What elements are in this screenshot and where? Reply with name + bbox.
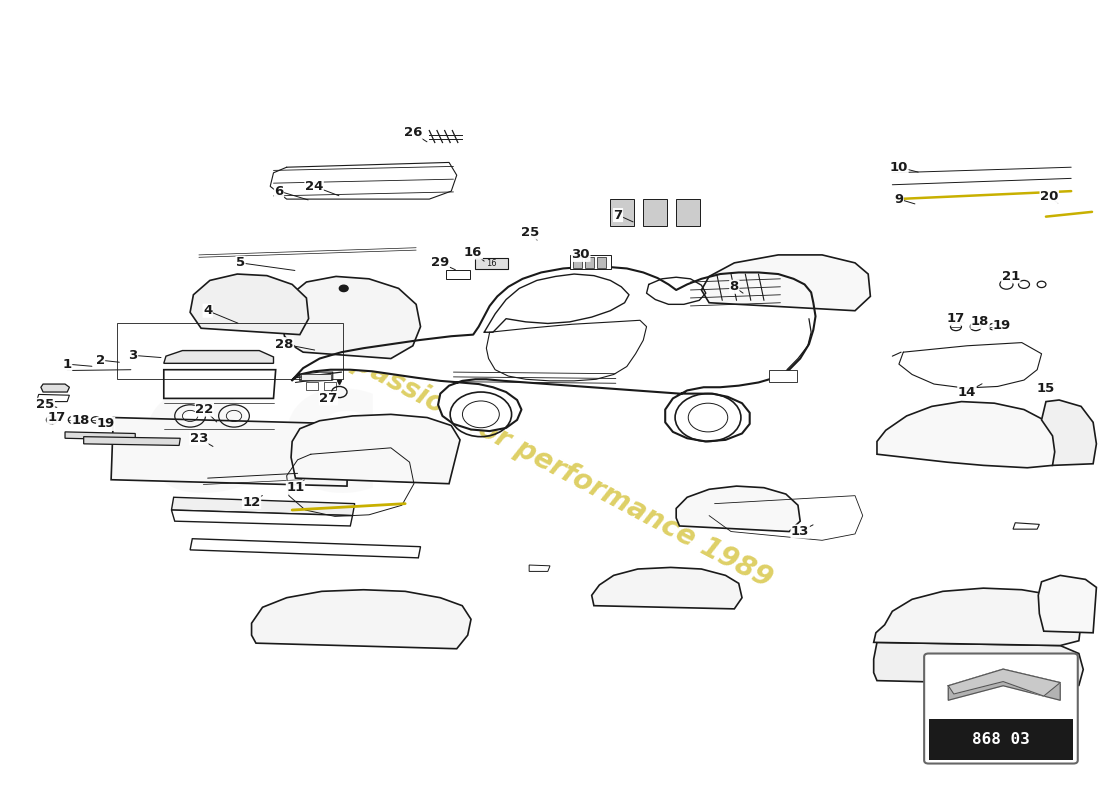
Bar — [597, 257, 606, 268]
Polygon shape — [873, 588, 1081, 646]
Text: 17: 17 — [47, 411, 65, 424]
Text: 868 03: 868 03 — [972, 732, 1030, 747]
Polygon shape — [252, 590, 471, 649]
Bar — [301, 374, 331, 380]
Polygon shape — [164, 350, 274, 363]
Polygon shape — [111, 418, 348, 486]
Text: 23: 23 — [189, 432, 208, 445]
Bar — [644, 199, 668, 226]
Bar — [610, 199, 635, 226]
Polygon shape — [948, 669, 1060, 696]
Polygon shape — [873, 642, 1084, 686]
Text: 26: 26 — [404, 126, 422, 139]
Text: 22: 22 — [195, 403, 213, 416]
Text: 17: 17 — [947, 312, 965, 325]
Text: 18: 18 — [971, 315, 989, 328]
Text: e: e — [138, 352, 260, 528]
Polygon shape — [292, 414, 460, 484]
Text: 27: 27 — [319, 392, 338, 405]
Bar — [769, 370, 796, 382]
Text: 16: 16 — [486, 259, 497, 268]
Text: 11: 11 — [286, 481, 305, 494]
Polygon shape — [529, 565, 550, 571]
Polygon shape — [36, 394, 69, 402]
Text: 8: 8 — [729, 280, 739, 294]
Text: 25: 25 — [521, 226, 539, 239]
Text: 13: 13 — [791, 525, 810, 538]
Bar — [573, 257, 582, 268]
Polygon shape — [172, 510, 352, 526]
Polygon shape — [84, 437, 180, 446]
Text: 12: 12 — [242, 495, 261, 509]
Polygon shape — [282, 277, 420, 358]
Text: 21: 21 — [1002, 270, 1020, 283]
Polygon shape — [877, 402, 1059, 468]
Polygon shape — [293, 267, 815, 442]
Bar — [676, 199, 701, 226]
Text: 19: 19 — [993, 318, 1011, 331]
Text: 20: 20 — [1040, 190, 1058, 203]
Text: 3: 3 — [129, 349, 138, 362]
Text: c: c — [277, 352, 384, 528]
Text: 18: 18 — [72, 414, 89, 427]
Polygon shape — [676, 486, 800, 531]
Bar — [585, 257, 594, 268]
Bar — [117, 323, 342, 379]
Text: 19: 19 — [97, 418, 114, 430]
Text: 4: 4 — [204, 304, 212, 318]
Text: 14: 14 — [958, 386, 976, 398]
Text: 5: 5 — [236, 256, 245, 270]
Bar — [324, 382, 336, 390]
Polygon shape — [65, 432, 135, 440]
Text: 9: 9 — [894, 193, 903, 206]
Text: 29: 29 — [431, 256, 450, 270]
Text: 25: 25 — [36, 398, 54, 411]
Polygon shape — [172, 498, 354, 515]
Text: 28: 28 — [275, 338, 294, 350]
Polygon shape — [41, 384, 69, 392]
Text: 1: 1 — [63, 358, 72, 370]
Polygon shape — [702, 255, 870, 310]
Polygon shape — [190, 274, 309, 334]
Text: 7: 7 — [614, 209, 623, 222]
Bar — [307, 382, 319, 390]
Text: 24: 24 — [305, 180, 323, 193]
Bar — [928, 719, 1074, 760]
Polygon shape — [1038, 575, 1097, 633]
Text: 16: 16 — [464, 246, 483, 259]
Text: 10: 10 — [890, 161, 909, 174]
Bar — [475, 258, 508, 270]
Bar — [570, 255, 612, 270]
Circle shape — [339, 285, 348, 291]
Polygon shape — [948, 669, 1060, 700]
Bar — [446, 270, 470, 279]
Polygon shape — [592, 567, 743, 609]
Polygon shape — [164, 370, 276, 398]
FancyBboxPatch shape — [924, 654, 1078, 763]
Polygon shape — [1013, 522, 1040, 529]
Text: 2: 2 — [96, 354, 104, 366]
Polygon shape — [1042, 400, 1097, 466]
Text: 6: 6 — [274, 185, 284, 198]
Text: a passion for performance 1989: a passion for performance 1989 — [323, 334, 777, 594]
Text: 30: 30 — [572, 249, 590, 262]
Text: 15: 15 — [1037, 382, 1055, 394]
Polygon shape — [190, 538, 420, 558]
